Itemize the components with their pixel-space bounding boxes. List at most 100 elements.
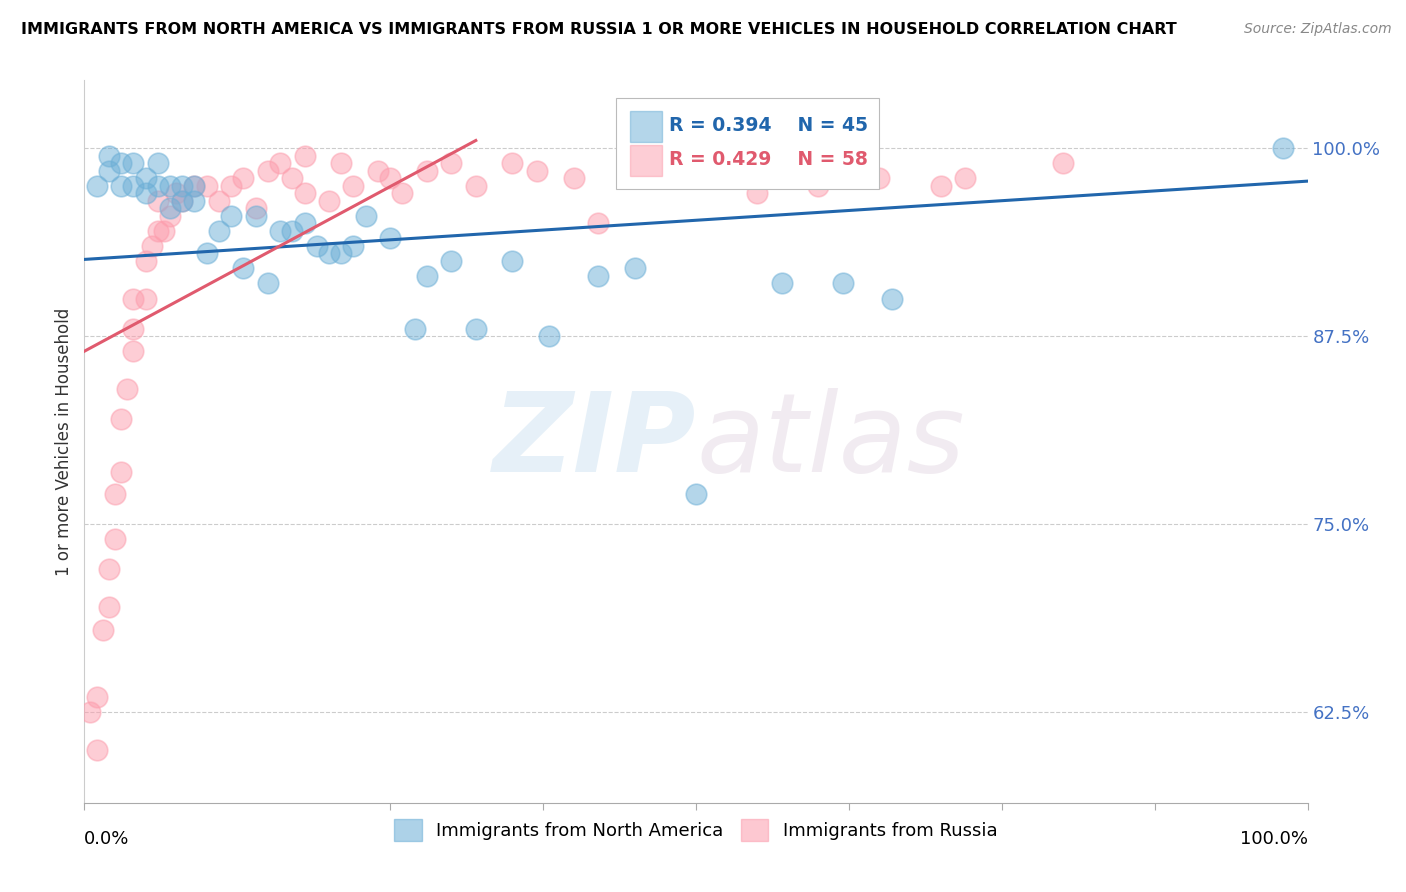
Point (318, 246, 340, 260)
Point (685, 163, 707, 178)
Text: R = 0.429    N = 58: R = 0.429 N = 58 (669, 150, 868, 169)
Point (709, 171, 731, 186)
Point (86, 178, 108, 193)
Point (183, 194, 205, 208)
Point (953, 171, 976, 186)
Point (135, 171, 157, 186)
Point (661, 156, 683, 170)
Point (269, 224, 291, 238)
Point (783, 156, 806, 170)
Point (183, 178, 205, 193)
Point (172, 194, 194, 208)
Point (146, 194, 169, 208)
Point (159, 178, 181, 193)
Point (354, 209, 377, 223)
Point (562, 171, 585, 186)
Point (502, 253, 524, 268)
Point (526, 163, 548, 178)
Point (1272, 141, 1295, 155)
Point (232, 171, 254, 186)
Point (257, 163, 280, 178)
Text: atlas: atlas (696, 388, 965, 495)
Point (305, 239, 328, 253)
Point (146, 178, 169, 193)
Point (135, 186, 157, 201)
Point (440, 253, 463, 268)
Point (807, 178, 830, 193)
Point (195, 246, 218, 260)
Point (122, 178, 145, 193)
Point (416, 163, 439, 178)
Point (146, 156, 169, 170)
Point (86, 743, 108, 757)
Point (122, 156, 145, 170)
Point (281, 224, 304, 238)
Point (115, 382, 138, 396)
Point (869, 171, 891, 186)
Point (318, 194, 340, 208)
Point (294, 186, 316, 201)
Point (97, 600, 120, 615)
Point (165, 186, 187, 201)
Point (122, 321, 145, 335)
Point (153, 224, 176, 238)
Point (330, 246, 353, 260)
Point (159, 209, 181, 223)
Point (464, 178, 486, 193)
FancyBboxPatch shape (630, 112, 662, 142)
Point (122, 292, 145, 306)
Point (464, 321, 486, 335)
Text: ZIP: ZIP (492, 388, 696, 495)
Point (245, 209, 267, 223)
Point (538, 329, 561, 343)
Point (880, 292, 903, 306)
Point (416, 268, 439, 283)
Point (269, 156, 291, 170)
Point (146, 224, 169, 238)
Point (172, 194, 194, 208)
Point (257, 277, 280, 291)
FancyBboxPatch shape (616, 98, 880, 189)
Point (110, 465, 132, 479)
Point (380, 231, 402, 245)
Point (97, 163, 120, 178)
Point (502, 156, 524, 170)
Point (97, 562, 120, 576)
Text: IMMIGRANTS FROM NORTH AMERICA VS IMMIGRANTS FROM RUSSIA 1 OR MORE VEHICLES IN HO: IMMIGRANTS FROM NORTH AMERICA VS IMMIGRA… (21, 22, 1177, 37)
Point (208, 224, 231, 238)
Point (122, 344, 145, 359)
Legend: Immigrants from North America, Immigrants from Russia: Immigrants from North America, Immigrant… (387, 812, 1005, 848)
Point (624, 261, 647, 276)
Point (342, 239, 364, 253)
Point (195, 178, 218, 193)
Point (624, 171, 647, 186)
Point (831, 277, 853, 291)
Point (208, 194, 231, 208)
Point (391, 186, 413, 201)
Point (281, 171, 304, 186)
Point (104, 487, 127, 501)
FancyBboxPatch shape (630, 145, 662, 176)
Point (294, 216, 316, 230)
Point (929, 178, 952, 193)
Point (294, 148, 316, 162)
Point (110, 412, 132, 426)
Point (770, 277, 793, 291)
Point (135, 292, 157, 306)
Point (232, 261, 254, 276)
Point (110, 178, 132, 193)
Point (404, 321, 426, 335)
Point (219, 209, 242, 223)
Point (440, 156, 463, 170)
Text: R = 0.394    N = 45: R = 0.394 N = 45 (669, 116, 868, 135)
Point (159, 201, 181, 215)
Point (97, 148, 120, 162)
Point (586, 216, 609, 230)
Point (747, 186, 769, 201)
Point (245, 201, 267, 215)
Y-axis label: 1 or more Vehicles in Household: 1 or more Vehicles in Household (55, 308, 73, 575)
Point (86, 690, 108, 705)
Text: 100.0%: 100.0% (1240, 830, 1308, 848)
Point (183, 178, 205, 193)
Point (367, 163, 389, 178)
